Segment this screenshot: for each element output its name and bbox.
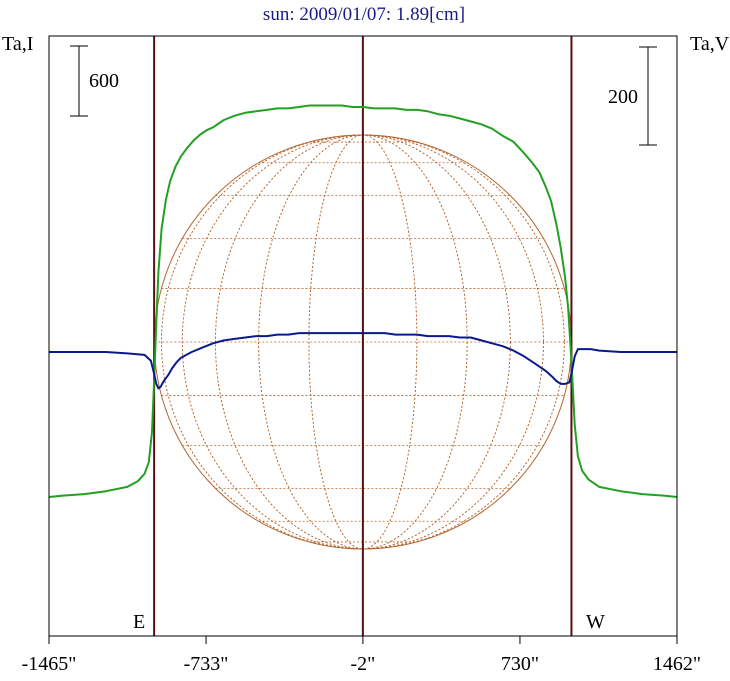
west-limb-label: W bbox=[586, 611, 605, 633]
x-tick-label: -2" bbox=[350, 653, 375, 675]
right-scale-bar bbox=[639, 46, 657, 146]
plot-frame bbox=[48, 35, 678, 637]
x-tick-label: 730" bbox=[501, 653, 539, 675]
x-axis-ticks: -1465" -733" -2" 730" 1462" bbox=[22, 636, 701, 675]
series-layer bbox=[48, 104, 678, 498]
series-line-v bbox=[49, 332, 677, 390]
left-scale-bar-label: 600 bbox=[89, 70, 119, 92]
x-tick-label: -1465" bbox=[22, 653, 77, 675]
x-tick-label: 1462" bbox=[653, 653, 701, 675]
x-tick-label: -733" bbox=[184, 653, 229, 675]
chart-title: sun: 2009/01/07: 1.89[cm] bbox=[263, 4, 465, 25]
series-line-i bbox=[48, 104, 678, 498]
right-scale-bar-label: 200 bbox=[608, 86, 638, 108]
vertical-reference-lines bbox=[153, 36, 573, 636]
right-axis-label: Ta,V bbox=[690, 33, 730, 55]
left-axis-label: Ta,I bbox=[2, 33, 33, 55]
east-limb-label: E bbox=[133, 611, 145, 633]
left-scale-bar bbox=[70, 45, 88, 117]
